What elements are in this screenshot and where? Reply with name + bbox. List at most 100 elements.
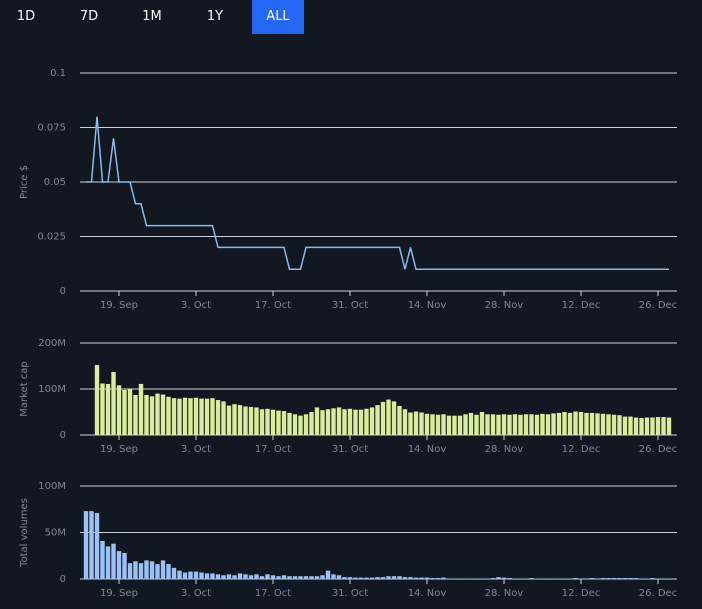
bar xyxy=(199,572,204,579)
bar xyxy=(303,576,309,579)
bar xyxy=(380,401,386,435)
y-tick-label: 100M xyxy=(38,481,66,492)
bar xyxy=(160,394,166,435)
bar xyxy=(320,575,325,579)
bar xyxy=(529,578,534,579)
bar xyxy=(276,576,281,579)
bar xyxy=(419,577,424,579)
bar xyxy=(237,573,243,579)
bar xyxy=(369,407,375,435)
bar xyxy=(402,577,408,579)
bar xyxy=(116,551,122,579)
bar xyxy=(111,543,116,579)
bar xyxy=(413,577,419,579)
bar xyxy=(116,385,122,435)
bar xyxy=(171,398,177,435)
x-tick-label: 31. Oct xyxy=(332,444,368,455)
bar xyxy=(534,414,540,435)
y-tick-label: 50M xyxy=(45,528,66,539)
y-tick-label: 200M xyxy=(38,338,66,349)
x-tick-label: 12. Dec xyxy=(562,444,600,455)
bar xyxy=(292,576,298,579)
bar xyxy=(265,408,270,435)
bar xyxy=(463,414,468,435)
bar xyxy=(281,411,287,435)
x-tick-label: 31. Oct xyxy=(332,588,368,599)
x-tick-label: 26. Dec xyxy=(639,444,677,455)
bar xyxy=(237,405,243,435)
bar xyxy=(281,575,287,579)
bar xyxy=(617,578,622,579)
y-tick-label: 0 xyxy=(60,430,66,441)
bar xyxy=(567,412,573,435)
bar xyxy=(149,396,155,435)
bar xyxy=(303,414,309,435)
range-button[interactable]: 1Y xyxy=(206,9,224,24)
x-tick-label: 3. Oct xyxy=(181,444,211,455)
bar xyxy=(633,578,639,579)
bar xyxy=(413,411,419,435)
bar xyxy=(314,407,320,435)
bar xyxy=(556,412,562,435)
bar xyxy=(243,406,248,435)
bar xyxy=(391,576,397,579)
bar xyxy=(210,573,215,579)
bar xyxy=(144,394,149,435)
x-tick-label: 19. Sep xyxy=(100,444,138,455)
bar xyxy=(309,576,314,579)
bar xyxy=(259,409,265,435)
bar xyxy=(501,577,507,579)
x-tick-label: 14. Nov xyxy=(408,300,447,311)
bar xyxy=(160,560,166,579)
bar xyxy=(474,414,479,435)
bar xyxy=(292,414,298,435)
bar xyxy=(193,397,199,435)
bar xyxy=(595,413,600,435)
range-button[interactable]: ALL xyxy=(252,0,304,34)
x-tick-label: 3. Oct xyxy=(181,300,211,311)
bar xyxy=(589,412,595,435)
bar xyxy=(215,400,221,435)
bar xyxy=(518,414,523,435)
y-tick-label: 0 xyxy=(60,286,66,297)
range-button[interactable]: 7D xyxy=(79,9,99,24)
bar xyxy=(578,412,584,435)
bar xyxy=(144,560,149,579)
bar xyxy=(221,401,226,435)
bar xyxy=(628,416,633,435)
bar xyxy=(210,398,215,435)
bar xyxy=(270,409,276,435)
bar xyxy=(309,412,314,435)
bar xyxy=(468,412,474,435)
bar xyxy=(100,540,105,579)
bar xyxy=(369,577,375,579)
bar xyxy=(496,414,501,435)
bar xyxy=(507,414,512,435)
bar xyxy=(94,365,100,435)
x-tick-label: 17. Oct xyxy=(255,444,291,455)
bar xyxy=(408,412,413,435)
bar xyxy=(633,417,639,435)
bar xyxy=(435,414,441,435)
y-tick-label: 0.075 xyxy=(37,123,66,134)
bar xyxy=(611,578,617,579)
bar xyxy=(408,577,413,579)
bar xyxy=(287,576,292,579)
bar xyxy=(127,563,133,579)
bar xyxy=(215,574,221,579)
x-tick-label: 17. Oct xyxy=(255,300,291,311)
bar xyxy=(122,552,127,579)
x-tick-label: 19. Sep xyxy=(100,588,138,599)
bar xyxy=(606,414,611,435)
bar xyxy=(650,578,655,579)
bar xyxy=(248,575,254,579)
bar xyxy=(666,417,672,435)
range-button[interactable]: 1D xyxy=(16,9,36,24)
bar xyxy=(314,576,320,579)
range-button[interactable]: 1M xyxy=(142,9,162,24)
bar xyxy=(232,575,237,579)
bar xyxy=(287,412,292,435)
bar xyxy=(364,408,369,435)
bar xyxy=(248,406,254,435)
x-tick-label: 28. Nov xyxy=(485,444,524,455)
